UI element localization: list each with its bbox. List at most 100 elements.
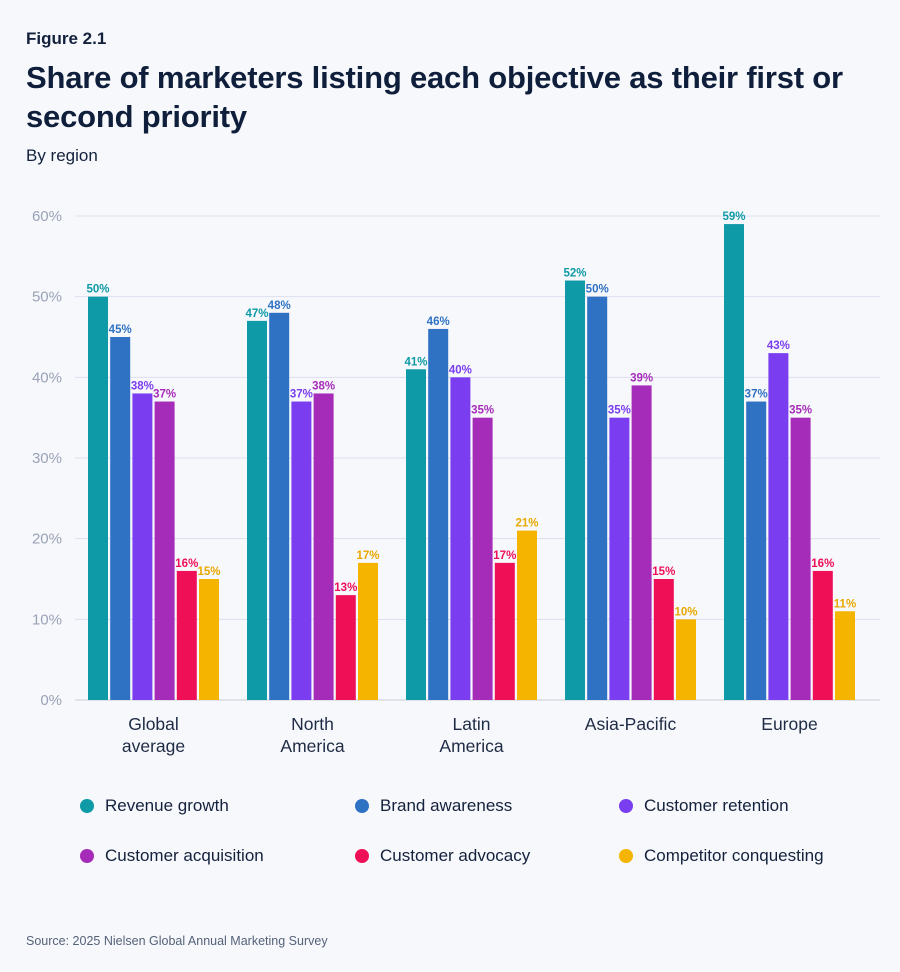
bar — [812, 570, 833, 700]
bar — [428, 328, 449, 700]
chart-subtitle: By region — [26, 146, 98, 165]
x-tick-label: America — [439, 736, 503, 756]
bar — [565, 280, 585, 700]
source-note: Source: 2025 Nielsen Global Annual Marke… — [26, 934, 328, 948]
legend-swatch-icon — [619, 799, 633, 813]
legend-item-customer-acquisition: Customer acquisition — [80, 846, 355, 866]
data-label: 17% — [493, 550, 516, 562]
data-label: 40% — [449, 364, 472, 376]
bar — [199, 579, 219, 700]
x-tick-label: North — [291, 714, 334, 734]
x-tick-label: Asia-Pacific — [585, 714, 677, 734]
data-label: 50% — [86, 284, 109, 296]
bar — [247, 320, 267, 700]
data-label: 16% — [811, 558, 834, 570]
y-tick-label: 30% — [32, 450, 62, 467]
bar — [653, 579, 674, 700]
bar — [358, 562, 378, 700]
data-label: 16% — [175, 558, 198, 570]
x-tick-label: America — [280, 736, 344, 756]
data-label: 41% — [404, 356, 427, 368]
legend-label: Brand awareness — [380, 796, 513, 815]
legend-label: Revenue growth — [105, 796, 229, 815]
figure-label: Figure 2.1 — [26, 29, 107, 48]
bar — [609, 417, 630, 700]
data-label: 13% — [334, 582, 357, 594]
y-tick-label: 0% — [40, 692, 62, 709]
bar — [724, 224, 744, 701]
legend-label: Competitor conquesting — [644, 846, 824, 865]
data-label: 35% — [789, 405, 812, 417]
y-tick-label: 20% — [32, 531, 62, 548]
data-label: 37% — [290, 389, 313, 401]
data-label: 35% — [608, 405, 631, 417]
bar — [291, 401, 312, 700]
x-tick-label: Europe — [761, 714, 817, 734]
bar — [88, 296, 108, 700]
legend-swatch-icon — [80, 799, 94, 813]
legend-swatch-icon — [355, 799, 369, 813]
x-tick-label: Global — [128, 714, 179, 734]
data-label: 35% — [471, 405, 494, 417]
data-label: 38% — [312, 380, 335, 392]
legend-swatch-icon — [355, 849, 369, 863]
data-label: 52% — [563, 268, 586, 280]
bar — [335, 595, 356, 700]
y-tick-label: 50% — [32, 289, 62, 306]
bar — [587, 296, 608, 700]
y-tick-label: 40% — [32, 369, 62, 386]
data-label: 48% — [268, 300, 291, 312]
legend-label: Customer advocacy — [380, 846, 531, 865]
bar — [132, 393, 153, 700]
bar — [110, 337, 131, 700]
bar — [517, 530, 537, 700]
data-label: 15% — [197, 566, 220, 578]
data-label: 43% — [767, 340, 790, 352]
data-label: 39% — [630, 372, 653, 384]
bar — [269, 312, 290, 700]
data-label: 45% — [109, 324, 132, 336]
y-tick-label: 60% — [32, 208, 62, 225]
bar — [746, 401, 767, 700]
bar — [154, 401, 175, 700]
data-label: 46% — [427, 316, 450, 328]
bar — [768, 353, 789, 700]
data-label: 11% — [834, 598, 856, 610]
data-label: 37% — [153, 389, 176, 401]
legend-swatch-icon — [619, 849, 633, 863]
bar — [494, 562, 515, 700]
data-label: 15% — [652, 566, 675, 578]
data-label: 17% — [356, 550, 379, 562]
bar-chart: 0%10%20%30%40%50%60%50%45%38%37%16%15%Gl… — [32, 208, 880, 756]
legend-item-competitor-conquesting: Competitor conquesting — [619, 846, 880, 866]
legend: Revenue growth Brand awareness Customer … — [80, 796, 880, 866]
data-label: 50% — [586, 284, 609, 296]
bar — [313, 393, 334, 700]
data-label: 10% — [674, 606, 697, 618]
bar — [676, 619, 696, 700]
bar — [631, 385, 652, 700]
legend-label: Customer retention — [644, 796, 789, 815]
bar — [450, 377, 471, 700]
data-label: 37% — [745, 389, 768, 401]
legend-item-customer-advocacy: Customer advocacy — [355, 846, 619, 866]
legend-item-brand-awareness: Brand awareness — [355, 796, 619, 816]
legend-item-customer-retention: Customer retention — [619, 796, 880, 816]
x-tick-label: average — [122, 736, 185, 756]
chart-title: Share of marketers listing each objectiv… — [26, 60, 843, 134]
y-tick-label: 10% — [32, 611, 62, 628]
data-label: 21% — [515, 518, 538, 530]
data-label: 38% — [131, 380, 154, 392]
bar — [176, 570, 197, 700]
legend-swatch-icon — [80, 849, 94, 863]
x-tick-label: Latin — [453, 714, 491, 734]
legend-label: Customer acquisition — [105, 846, 264, 865]
bar — [790, 417, 811, 700]
bar — [472, 417, 493, 700]
legend-item-revenue-growth: Revenue growth — [80, 796, 355, 816]
bar — [406, 369, 426, 700]
data-label: 59% — [722, 211, 745, 223]
data-label: 47% — [245, 308, 268, 320]
bar — [835, 611, 855, 700]
